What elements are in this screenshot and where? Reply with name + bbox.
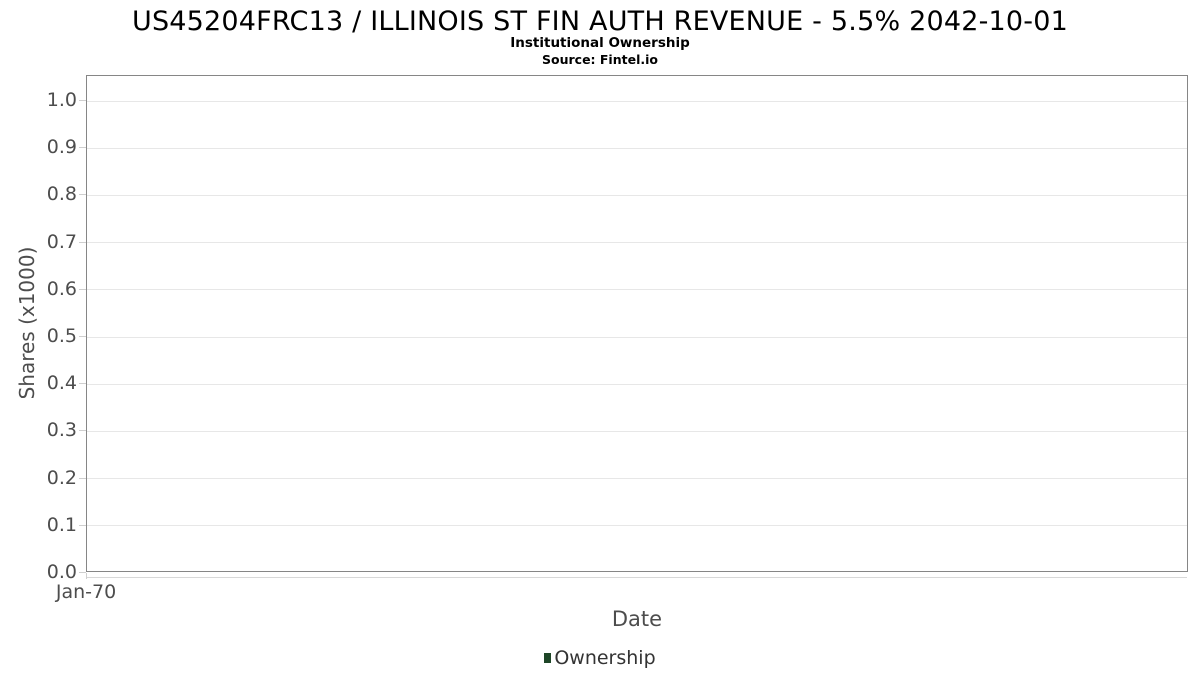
gridline xyxy=(87,383,1187,385)
gridline xyxy=(87,100,1187,102)
y-tick-label: 0.9 xyxy=(46,136,77,159)
gridline xyxy=(87,147,1187,149)
y-tick-label: 0.5 xyxy=(46,325,77,347)
legend-item[interactable]: Ownership xyxy=(544,646,656,670)
y-tick-mark xyxy=(79,100,86,101)
x-axis-title: Date xyxy=(611,607,663,631)
y-tick-mark xyxy=(79,288,86,290)
y-tick-label: 1.0 xyxy=(46,89,77,111)
gridline xyxy=(87,430,1187,432)
y-tick-mark xyxy=(79,572,86,573)
gridline xyxy=(87,194,1187,196)
y-tick-label: 0.7 xyxy=(46,230,77,253)
plot-area xyxy=(86,75,1188,572)
y-tick-label: 0.3 xyxy=(46,419,77,442)
chart-subtitle: Institutional Ownership xyxy=(510,35,690,51)
legend-label: Ownership xyxy=(554,647,656,669)
y-tick-mark xyxy=(79,241,86,243)
gridline xyxy=(87,242,1187,244)
y-tick-label: 0.8 xyxy=(46,183,77,206)
x-tick-mark xyxy=(86,573,87,579)
y-tick-label: 0.4 xyxy=(46,372,77,395)
y-tick-label: 0.6 xyxy=(46,277,77,300)
y-tick-mark xyxy=(79,383,86,385)
chart-source-credit: Source: Fintel.io xyxy=(542,52,658,67)
legend: Ownership xyxy=(0,645,1200,671)
y-tick-mark xyxy=(79,430,86,432)
chart-title: US45204FRC13 / ILLINOIS ST FIN AUTH REVE… xyxy=(131,6,1068,37)
y-tick-mark xyxy=(79,194,86,196)
y-tick-mark xyxy=(79,147,86,149)
gridline xyxy=(87,336,1187,338)
legend-marker-icon xyxy=(544,653,552,663)
y-tick-mark xyxy=(79,477,86,479)
y-tick-label: 0.1 xyxy=(46,513,77,536)
y-tick-label: 0.0 xyxy=(46,561,77,583)
x-tick-label: Jan-70 xyxy=(55,581,117,603)
x-axis-line xyxy=(86,577,1187,578)
y-tick-label: 0.2 xyxy=(46,466,77,489)
gridline xyxy=(87,525,1187,527)
y-tick-mark xyxy=(79,524,86,526)
gridline xyxy=(87,478,1187,480)
gridline xyxy=(87,289,1187,291)
y-tick-mark xyxy=(79,336,86,337)
